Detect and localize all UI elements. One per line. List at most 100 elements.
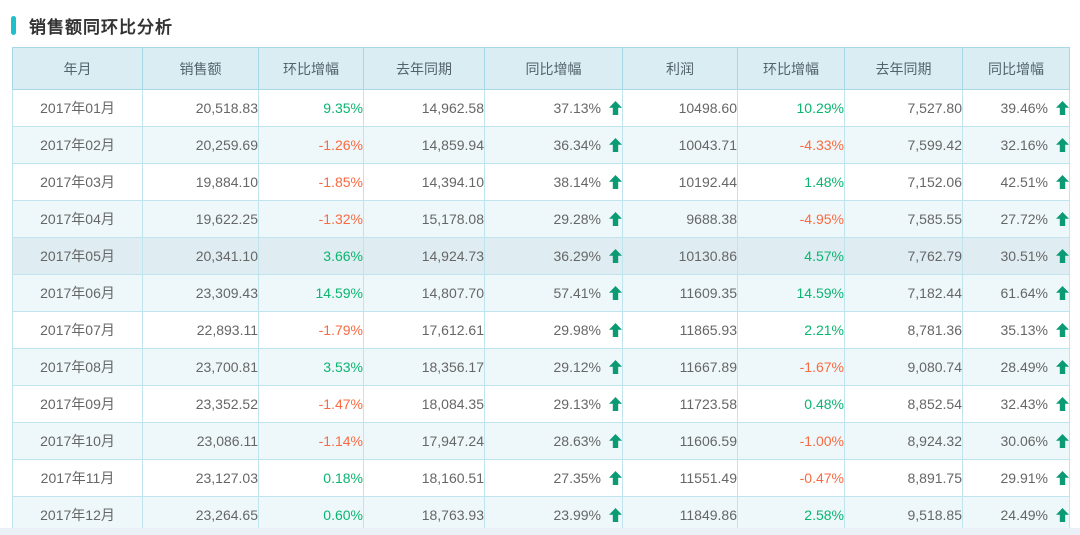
cell-profit_yoy: 39.46% [962,89,1070,127]
yoy-percent-value: 32.43% [1000,396,1048,412]
cell-sales: 23,309.43 [142,274,259,312]
table-body: 2017年01月 20,518.83 9.35% 14,962.58 37.13% 104… [12,89,1070,534]
cell-profit_mom: 1.48% [737,163,845,201]
cell-sales: 22,893.11 [142,311,259,349]
yoy-percent-value: 32.16% [1000,137,1048,153]
mom-percent-value: 2.21% [804,322,844,338]
page-title: 销售额同环比分析 [29,18,173,37]
cell-sales: 19,884.10 [142,163,259,201]
cell-profit_mom: 14.59% [737,274,845,312]
up-arrow-icon [609,175,622,189]
cell-profit: 11865.93 [622,311,738,349]
yoy-percent-value: 28.63% [553,433,601,449]
cell-profit_mom: -1.67% [737,348,845,386]
column-header-sales_mom: 环比增幅 [258,47,364,90]
cell-sales_mom: -1.32% [258,200,364,238]
up-arrow-icon [1056,397,1069,411]
up-arrow-icon [1056,101,1069,115]
cell-sales_mom: -1.79% [258,311,364,349]
cell-profit_ly: 8,891.75 [844,459,963,497]
table-row[interactable]: 2017年08月 23,700.81 3.53% 18,356.17 29.12% 116… [12,348,1070,386]
cell-profit: 10498.60 [622,89,738,127]
cell-sales_ly: 14,394.10 [363,163,485,201]
table-row[interactable]: 2017年05月 20,341.10 3.66% 14,924.73 36.29% 101… [12,237,1070,275]
yoy-percent-value: 24.49% [1000,507,1048,523]
cell-sales: 20,341.10 [142,237,259,275]
table-row[interactable]: 2017年06月 23,309.43 14.59% 14,807.70 57.41% 11… [12,274,1070,312]
table-row[interactable]: 2017年04月 19,622.25 -1.32% 15,178.08 29.28% 96… [12,200,1070,238]
cell-profit_ly: 9,518.85 [844,496,963,534]
cell-sales_ly: 14,924.73 [363,237,485,275]
cell-profit_mom: 0.48% [737,385,845,423]
table-row[interactable]: 2017年10月 23,086.11 -1.14% 17,947.24 28.63% 11… [12,422,1070,460]
up-arrow-icon [1056,249,1069,263]
up-arrow-icon [609,434,622,448]
cell-sales: 23,086.11 [142,422,259,460]
cell-sales_yoy: 29.13% [484,385,623,423]
yoy-percent-value: 29.98% [553,322,601,338]
yoy-percent-value: 38.14% [553,174,601,190]
cell-sales_yoy: 36.34% [484,126,623,164]
cell-sales: 23,127.03 [142,459,259,497]
cell-month: 2017年10月 [12,422,143,460]
cell-sales_mom: -1.47% [258,385,364,423]
cell-profit_ly: 7,585.55 [844,200,963,238]
cell-sales_yoy: 38.14% [484,163,623,201]
mom-percent-value: -1.85% [318,174,363,190]
table-row[interactable]: 2017年03月 19,884.10 -1.85% 14,394.10 38.14% 10… [12,163,1070,201]
cell-profit_ly: 9,080.74 [844,348,963,386]
table-row[interactable]: 2017年11月 23,127.03 0.18% 18,160.51 27.35% 115… [12,459,1070,497]
cell-sales_mom: 14.59% [258,274,364,312]
yoy-percent-value: 29.13% [553,396,601,412]
cell-month: 2017年06月 [12,274,143,312]
page-background-strip [0,528,1080,535]
table-row[interactable]: 2017年02月 20,259.69 -1.26% 14,859.94 36.34% 10… [12,126,1070,164]
cell-sales_mom: 9.35% [258,89,364,127]
up-arrow-icon [1056,434,1069,448]
column-header-month: 年月 [12,47,143,90]
table-row[interactable]: 2017年12月 23,264.65 0.60% 18,763.93 23.99% 118… [12,496,1070,534]
up-arrow-icon [609,471,622,485]
cell-profit_yoy: 27.72% [962,200,1070,238]
cell-sales_mom: 3.66% [258,237,364,275]
title-accent-bar [11,16,16,35]
cell-month: 2017年09月 [12,385,143,423]
up-arrow-icon [609,212,622,226]
up-arrow-icon [609,101,622,115]
mom-percent-value: 14.59% [315,285,363,301]
mom-percent-value: -4.33% [799,137,844,153]
cell-sales_ly: 17,612.61 [363,311,485,349]
cell-profit_mom: -1.00% [737,422,845,460]
cell-sales: 23,700.81 [142,348,259,386]
cell-sales_yoy: 57.41% [484,274,623,312]
up-arrow-icon [609,397,622,411]
column-header-profit_yoy: 同比增幅 [962,47,1070,90]
up-arrow-icon [609,138,622,152]
mom-percent-value: -1.14% [318,433,363,449]
cell-profit_yoy: 35.13% [962,311,1070,349]
yoy-percent-value: 29.28% [553,211,601,227]
table-row[interactable]: 2017年01月 20,518.83 9.35% 14,962.58 37.13% 104… [12,89,1070,127]
cell-sales_ly: 17,947.24 [363,422,485,460]
mom-percent-value: 2.58% [804,507,844,523]
mom-percent-value: 9.35% [323,100,363,116]
column-header-sales_yoy: 同比增幅 [484,47,623,90]
table-row[interactable]: 2017年07月 22,893.11 -1.79% 17,612.61 29.98% 11… [12,311,1070,349]
cell-profit_mom: -0.47% [737,459,845,497]
up-arrow-icon [609,323,622,337]
table-header: 年月 销售额 环比增幅 去年同期 同比增幅 利润 环比增幅 去年同期 同比增幅 [12,47,1070,90]
yoy-percent-value: 29.12% [553,359,601,375]
cell-sales_mom: 0.18% [258,459,364,497]
cell-month: 2017年04月 [12,200,143,238]
table-row[interactable]: 2017年09月 23,352.52 -1.47% 18,084.35 29.13% 11… [12,385,1070,423]
cell-profit: 11609.35 [622,274,738,312]
yoy-percent-value: 36.29% [553,248,601,264]
up-arrow-icon [1056,360,1069,374]
cell-profit_ly: 8,924.32 [844,422,963,460]
cell-profit: 11849.86 [622,496,738,534]
cell-profit_yoy: 32.43% [962,385,1070,423]
cell-sales_ly: 18,356.17 [363,348,485,386]
cell-profit_ly: 7,152.06 [844,163,963,201]
mom-percent-value: -4.95% [799,211,844,227]
cell-month: 2017年05月 [12,237,143,275]
